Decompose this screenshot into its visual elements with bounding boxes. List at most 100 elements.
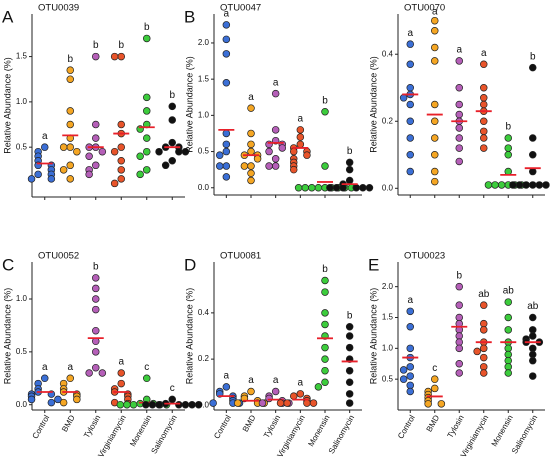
significance-letter: c (432, 363, 437, 374)
significance-letter: a (67, 362, 73, 373)
data-point (480, 353, 488, 362)
data-point (431, 43, 439, 52)
data-point (455, 301, 464, 309)
significance-letter: b (530, 51, 536, 62)
x-tick-label: Monensin (490, 414, 515, 449)
panel-letter: E (368, 255, 379, 274)
y-tick-label: 1.5 (382, 313, 394, 322)
data-point (321, 162, 329, 170)
y-tick-label: 1.0 (16, 97, 28, 106)
data-point (110, 147, 119, 156)
data-point (59, 398, 68, 407)
data-point (136, 170, 144, 179)
data-point (321, 288, 329, 296)
data-point (123, 400, 131, 409)
data-point (222, 21, 231, 29)
data-point (535, 181, 544, 189)
data-point (168, 395, 177, 404)
x-tick-label: Control (396, 413, 417, 440)
data-point (528, 332, 537, 340)
significance-letter: b (322, 95, 328, 106)
significance-letter: a (456, 45, 462, 56)
y-tick-label: 1.5 (198, 74, 210, 83)
x-tick-label: Monensin (128, 414, 153, 449)
data-point (480, 94, 488, 102)
data-point (271, 387, 280, 396)
data-point (247, 140, 255, 149)
x-tick-label: Salinomycin (510, 414, 539, 456)
data-point (91, 134, 100, 142)
data-point (85, 152, 93, 160)
panel-title: OTU0081 (220, 251, 261, 262)
x-tick-label: Control (212, 413, 233, 440)
x-tick-label: Virginiamycin (96, 414, 128, 460)
data-point (85, 369, 93, 377)
y-tick-label: 1.5 (16, 52, 28, 61)
significance-letter: a (224, 371, 230, 382)
x-tick-label: Tylosin (82, 414, 102, 440)
data-point (455, 83, 464, 92)
y-tick-label: 0.2 (382, 116, 394, 125)
significance-letter: ab (478, 289, 490, 300)
data-point (117, 379, 125, 388)
panel-letter: C (2, 255, 14, 274)
data-point (406, 387, 415, 396)
significance-letter: b (144, 22, 150, 33)
significance-letter: c (170, 383, 175, 394)
significance-letter: b (347, 146, 353, 157)
data-point (27, 395, 36, 404)
data-point (480, 83, 488, 92)
data-point (455, 344, 464, 353)
data-point (181, 147, 190, 156)
significance-letter: b (322, 264, 328, 275)
data-point (296, 140, 305, 149)
data-point (27, 175, 36, 183)
data-point (247, 387, 255, 396)
data-point (59, 143, 68, 151)
data-point (345, 343, 354, 352)
data-point (431, 100, 439, 109)
significance-letter: b (169, 90, 175, 101)
data-point (504, 350, 513, 359)
data-point (247, 129, 255, 138)
data-point (168, 116, 177, 124)
data-point (509, 181, 517, 189)
significance-letter: b (118, 40, 124, 51)
y-axis-label: Relative Abundance (%) (368, 56, 378, 153)
data-point (59, 166, 68, 174)
panel-title: OTU0023 (404, 251, 445, 262)
significance-letter: b (505, 122, 511, 133)
data-point (117, 166, 125, 174)
data-point (303, 399, 311, 407)
data-point (222, 383, 231, 391)
data-point (504, 326, 513, 334)
x-tick-label: Monensin (306, 414, 331, 449)
data-point (515, 181, 524, 189)
data-point (321, 276, 329, 285)
y-tick-label: 2.0 (382, 282, 394, 291)
data-point (222, 50, 231, 58)
data-point (431, 151, 439, 159)
data-point (480, 369, 488, 377)
data-point (399, 94, 408, 102)
data-point (345, 176, 354, 185)
data-point (155, 400, 163, 409)
significance-letter: b (93, 40, 99, 51)
significance-letter: a (42, 131, 48, 142)
data-point (247, 176, 255, 185)
data-point (143, 374, 151, 383)
significance-letter: a (42, 362, 48, 373)
significance-letter: a (248, 375, 254, 386)
data-point (345, 399, 354, 407)
x-tick-label: Tylosin (446, 414, 466, 440)
data-point (168, 102, 177, 111)
data-point (431, 134, 439, 142)
data-point (480, 60, 488, 69)
data-point (321, 320, 329, 329)
data-point (455, 110, 464, 119)
y-tick-label: 0.5 (16, 142, 28, 151)
data-point (40, 143, 49, 151)
data-point (504, 144, 513, 152)
data-point (265, 147, 273, 156)
